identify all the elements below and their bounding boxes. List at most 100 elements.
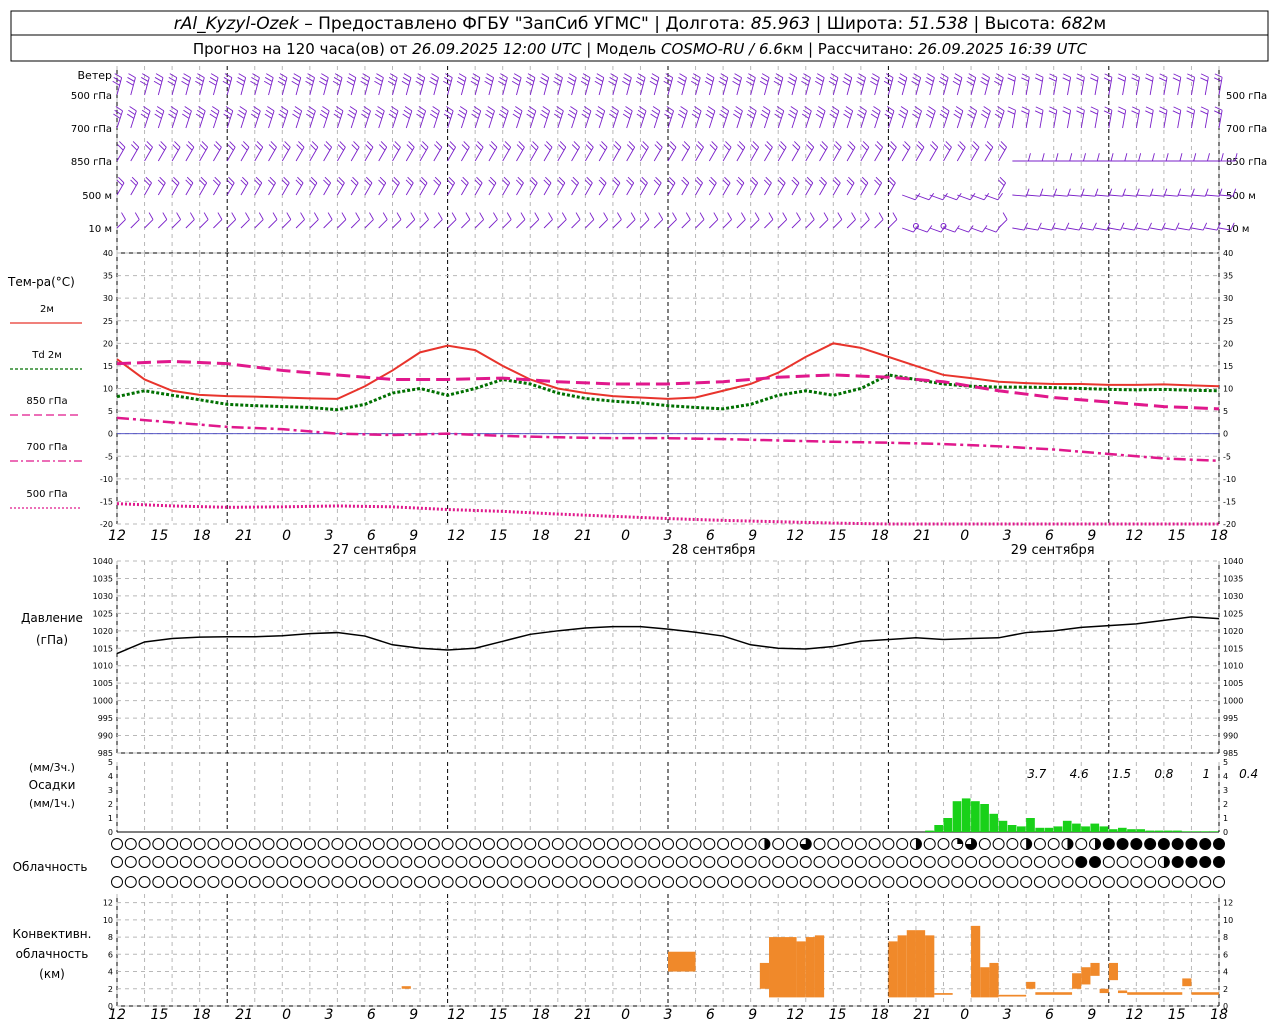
wind-feather xyxy=(613,176,621,184)
wind-feather xyxy=(997,192,1003,201)
wind-feather xyxy=(763,179,771,186)
wind-feather xyxy=(876,141,883,148)
wind-barb xyxy=(268,219,278,229)
wind-barb xyxy=(640,146,649,162)
cloud-symbol xyxy=(937,876,950,888)
wind-feather xyxy=(117,144,124,151)
wind-barb xyxy=(447,182,455,196)
wind-feather xyxy=(861,144,868,151)
wind-feather xyxy=(365,144,372,151)
wind-feather xyxy=(418,106,426,112)
wind-feather xyxy=(348,73,357,79)
cloud-symbol xyxy=(923,856,936,868)
wind-barb xyxy=(598,182,607,196)
wind-barb xyxy=(488,110,495,129)
wind-level-right: 500 гПа xyxy=(1226,91,1267,102)
wind-feather xyxy=(874,144,882,151)
wind-barb xyxy=(171,77,178,96)
wind-feather xyxy=(402,113,410,119)
wind-feather xyxy=(871,77,879,82)
wind-feather xyxy=(720,73,728,79)
wind-feather xyxy=(433,179,440,186)
wind-barb xyxy=(309,219,319,229)
wind-feather xyxy=(931,141,939,148)
time-tick-label-bottom: 18 xyxy=(532,1007,550,1023)
cloud-symbol xyxy=(937,838,950,850)
wind-barb xyxy=(1163,194,1178,197)
wind-feather xyxy=(279,73,288,79)
wind-feather xyxy=(803,73,811,79)
wind-feather xyxy=(917,141,925,148)
wind-feather xyxy=(127,77,135,82)
wind-barb xyxy=(447,146,456,162)
wind-feather xyxy=(966,80,974,86)
time-tick-label: 15 xyxy=(150,528,168,544)
wind-barb xyxy=(543,110,551,129)
wind-feather xyxy=(130,179,137,186)
wind-feather xyxy=(392,144,400,151)
wind-feather xyxy=(568,109,577,116)
cloud-symbol xyxy=(882,876,895,888)
wind-feather xyxy=(334,73,343,79)
wind-barb xyxy=(405,146,415,162)
wind-feather xyxy=(217,212,223,220)
wind-feather xyxy=(706,109,714,116)
wind-barb xyxy=(336,77,343,96)
wind-barb xyxy=(571,182,579,196)
wind-barb xyxy=(405,219,416,229)
wind-barb xyxy=(240,110,247,129)
wind-barb xyxy=(419,219,429,229)
wind-feather xyxy=(183,73,191,79)
wind-feather xyxy=(548,212,553,220)
wind-barb xyxy=(488,182,497,196)
cloud-symbol xyxy=(662,838,674,850)
wind-feather xyxy=(154,113,162,119)
wind-feather xyxy=(502,179,509,186)
wind-feather xyxy=(892,212,898,220)
wind-feather xyxy=(625,106,633,112)
cloud-symbol xyxy=(841,876,854,888)
wind-barb xyxy=(199,182,208,196)
wind-feather xyxy=(457,77,466,82)
wind-feather xyxy=(782,212,788,220)
cloud-symbol-fill xyxy=(957,838,963,844)
wind-feather xyxy=(695,179,702,186)
cloud-symbol xyxy=(510,876,523,888)
precip-tick-left: 4 xyxy=(108,772,113,781)
wind-feather xyxy=(650,113,658,119)
wind-barb xyxy=(640,219,650,229)
wind-feather xyxy=(1041,153,1045,162)
wind-feather xyxy=(515,106,523,112)
cloud-symbol xyxy=(565,838,578,850)
wind-barb xyxy=(240,219,250,229)
wind-feather xyxy=(573,141,580,148)
cloud-symbol xyxy=(234,856,247,868)
wind-barb xyxy=(970,77,977,96)
wind-feather xyxy=(145,176,152,184)
wind-feather xyxy=(805,179,812,186)
wind-feather xyxy=(980,80,988,86)
wind-barb xyxy=(212,77,219,96)
wind-feather xyxy=(900,106,908,112)
wind-barb xyxy=(901,146,911,162)
precip-bar xyxy=(980,804,989,832)
wind-barb xyxy=(460,146,470,162)
wind-barb xyxy=(405,77,412,96)
wind-feather xyxy=(255,144,262,151)
wind-feather xyxy=(614,141,622,148)
wind-feather xyxy=(272,212,278,220)
wind-feather xyxy=(506,212,512,220)
wind-barb xyxy=(185,182,194,196)
wind-barb xyxy=(846,219,856,229)
wind-feather xyxy=(559,141,567,148)
conv-tick-left: 6 xyxy=(108,950,113,959)
wind-barb xyxy=(598,146,608,162)
wind-feather xyxy=(697,141,704,148)
wind-feather xyxy=(113,77,121,82)
wind-feather xyxy=(773,80,782,86)
wind-feather xyxy=(750,144,758,151)
wind-feather xyxy=(708,179,716,186)
wind-feather xyxy=(266,73,274,79)
cloud-symbol xyxy=(827,856,840,868)
